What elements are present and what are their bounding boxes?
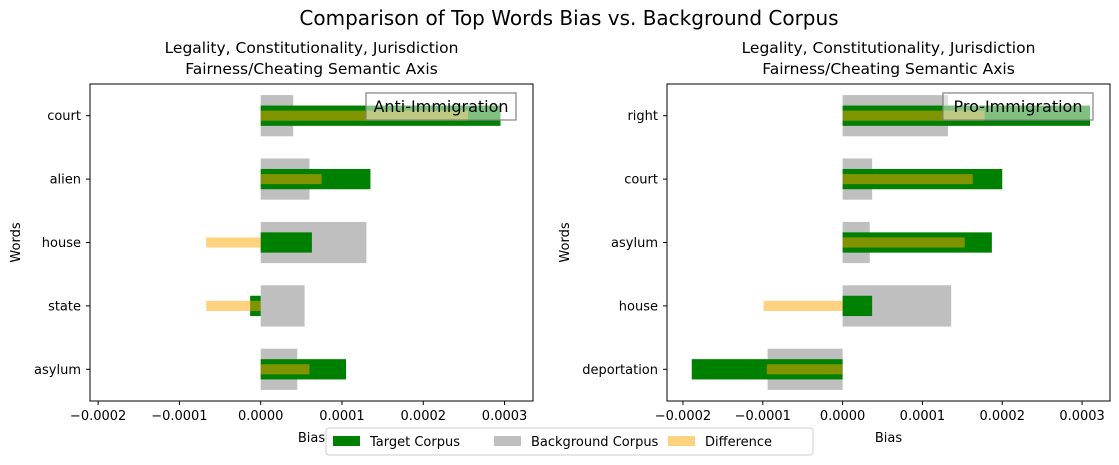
bar-difference-house [764, 301, 843, 311]
y-tick-label: state [48, 299, 81, 314]
y-tick-label: asylum [611, 236, 658, 251]
figure-suptitle: Comparison of Top Words Bias vs. Backgro… [299, 6, 838, 30]
y-tick-label: deportation [582, 363, 658, 378]
legend-swatch [333, 436, 360, 446]
chart-panel-2: Legality, Constitutionality, Jurisdictio… [558, 39, 1110, 446]
legend-swatch [494, 436, 521, 446]
legend-label: Difference [705, 435, 772, 450]
chart-title-line: Fairness/Cheating Semantic Axis [185, 60, 438, 78]
bar-background-corpus-state [261, 285, 305, 326]
chart-panel-1: Legality, Constitutionality, Jurisdictio… [9, 39, 533, 446]
bar-difference-alien [261, 174, 322, 184]
x-tick-label: 0.0002 [401, 409, 447, 424]
legend-label: Target Corpus [369, 435, 460, 450]
legend-swatch [668, 436, 695, 446]
bar-difference-deportation [767, 364, 843, 374]
x-tick-label: 0.0002 [979, 409, 1025, 424]
bar-difference-asylum [261, 364, 310, 374]
chart-title-line: Legality, Constitutionality, Jurisdictio… [165, 39, 459, 57]
x-tick-label: −0.0002 [655, 409, 711, 424]
bar-target-corpus-house [261, 232, 312, 252]
x-tick-label: 0.0000 [238, 409, 284, 424]
legend: Target Corpus Background Corpus Difference [326, 428, 813, 455]
x-tick-label: 0.0001 [319, 409, 365, 424]
bar-difference-state [206, 301, 260, 311]
x-tick-label: 0.0003 [482, 409, 528, 424]
legend-label: Background Corpus [531, 435, 659, 450]
chart-title-line: Legality, Constitutionality, Jurisdictio… [742, 39, 1036, 57]
bar-difference-asylum [843, 237, 965, 247]
x-axis-label: Bias [875, 431, 902, 446]
x-tick-label: 0.0001 [900, 409, 946, 424]
x-tick-label: −0.0002 [70, 409, 126, 424]
y-tick-label: right [627, 109, 658, 124]
chart-title-line: Fairness/Cheating Semantic Axis [762, 60, 1015, 78]
y-tick-label: house [619, 299, 658, 314]
bar-difference-house [206, 237, 260, 247]
x-tick-label: 0.0003 [1059, 409, 1105, 424]
x-tick-label: 0.0000 [820, 409, 866, 424]
x-tick-label: −0.0001 [151, 409, 207, 424]
y-tick-label: alien [50, 173, 81, 188]
y-tick-label: house [42, 236, 81, 251]
y-tick-label: court [624, 173, 658, 188]
y-axis-label: Words [558, 222, 573, 262]
bar-difference-court [843, 174, 973, 184]
y-tick-label: court [47, 109, 81, 124]
x-axis-label: Bias [298, 431, 325, 446]
bar-target-corpus-house [843, 296, 873, 316]
annotation-label: Anti-Immigration [373, 97, 508, 116]
annotation-label: Pro-Immigration [954, 97, 1083, 116]
x-tick-label: −0.0001 [735, 409, 791, 424]
y-axis-label: Words [9, 222, 24, 262]
y-tick-label: asylum [34, 363, 81, 378]
chart-panels: Legality, Constitutionality, Jurisdictio… [9, 39, 1110, 446]
